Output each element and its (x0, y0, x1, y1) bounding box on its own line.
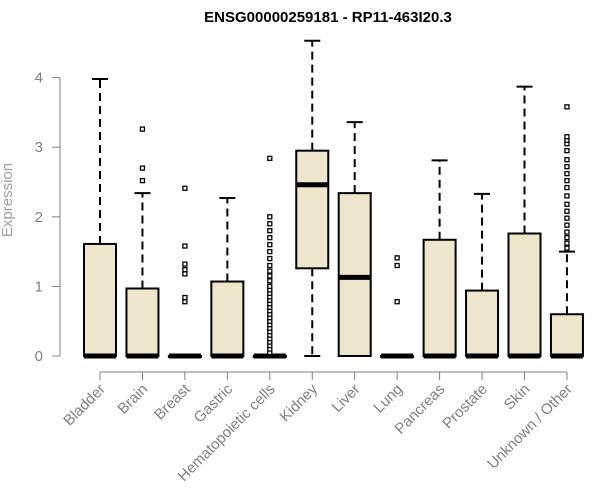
box (125, 287, 160, 358)
box-group (380, 255, 415, 359)
box (337, 192, 372, 357)
outlier-point (564, 245, 570, 251)
outlier-point (394, 299, 400, 305)
outlier-point (564, 229, 570, 235)
plot-area (83, 39, 584, 359)
x-tick-label: Breast (151, 380, 194, 423)
outlier-point (564, 208, 570, 214)
x-tick-label: Bladder (60, 381, 109, 430)
outlier-point (267, 235, 273, 241)
outlier-point (564, 193, 570, 199)
outlier-point (564, 240, 570, 246)
outlier-point (564, 215, 570, 221)
box-group (83, 77, 117, 359)
y-tick-label: 0 (35, 348, 43, 365)
outlier-point (564, 170, 570, 177)
outlier-point (182, 261, 188, 267)
box-group (125, 126, 160, 359)
box-group (549, 104, 584, 359)
box-group (167, 185, 202, 359)
outlier-point (267, 262, 273, 269)
x-tick-label: Skin (501, 381, 534, 414)
outlier-point (182, 294, 188, 301)
outlier-point (564, 235, 570, 241)
outlier-point (564, 201, 570, 207)
outlier-point (394, 262, 400, 269)
box (549, 313, 584, 357)
y-tick-label: 2 (35, 209, 43, 226)
y-tick-label: 3 (35, 139, 43, 156)
outlier-point (564, 134, 570, 140)
outlier-point (267, 221, 273, 227)
box (422, 238, 457, 358)
box (465, 289, 500, 357)
outlier-point (394, 255, 400, 261)
y-tick-label: 1 (35, 278, 43, 295)
outlier-point (267, 273, 273, 279)
outlier-point (267, 283, 273, 290)
outlier-point (564, 157, 570, 163)
outlier-point (267, 255, 273, 262)
outlier-point (182, 243, 188, 249)
box-group (422, 159, 457, 359)
outlier-point (182, 299, 188, 305)
box-group (465, 192, 500, 359)
outlier-point (564, 222, 570, 228)
chart-title: ENSG00000259181 - RP11-463I20.3 (204, 9, 452, 26)
box-group (252, 155, 287, 359)
outlier-point (564, 164, 570, 170)
box-group (507, 85, 542, 359)
y-axis-label: Expression (0, 163, 16, 237)
outlier-point (139, 165, 146, 171)
box-group (210, 197, 245, 359)
outlier-point (182, 185, 188, 191)
x-tick-label: Lung (370, 381, 406, 417)
x-tick-label: Brain (114, 381, 151, 418)
outlier-point (267, 155, 273, 161)
box-group (337, 121, 372, 357)
box (295, 149, 330, 270)
outlier-point (267, 214, 273, 220)
box (507, 232, 542, 357)
outlier-point (564, 104, 570, 110)
outlier-point (267, 278, 273, 284)
outlier-point (139, 126, 146, 132)
box (83, 242, 117, 357)
outlier-point (564, 177, 570, 184)
box (210, 280, 245, 358)
y-axis: 0 1 2 3 4 (35, 70, 61, 365)
x-tick-label: Kidney (277, 380, 322, 425)
outlier-point (564, 184, 570, 191)
x-tick-label: Prostate (439, 381, 491, 433)
x-tick-label: Liver (329, 381, 364, 416)
y-tick-label: 4 (35, 70, 43, 87)
outlier-point (139, 177, 146, 184)
outlier-point (267, 241, 273, 248)
outlier-point (267, 228, 273, 234)
outlier-point (182, 271, 188, 277)
outlier-point (267, 248, 273, 255)
box-group (295, 39, 330, 357)
outlier-point (564, 148, 570, 154)
outlier-point (182, 267, 188, 273)
outlier-point (267, 268, 273, 274)
